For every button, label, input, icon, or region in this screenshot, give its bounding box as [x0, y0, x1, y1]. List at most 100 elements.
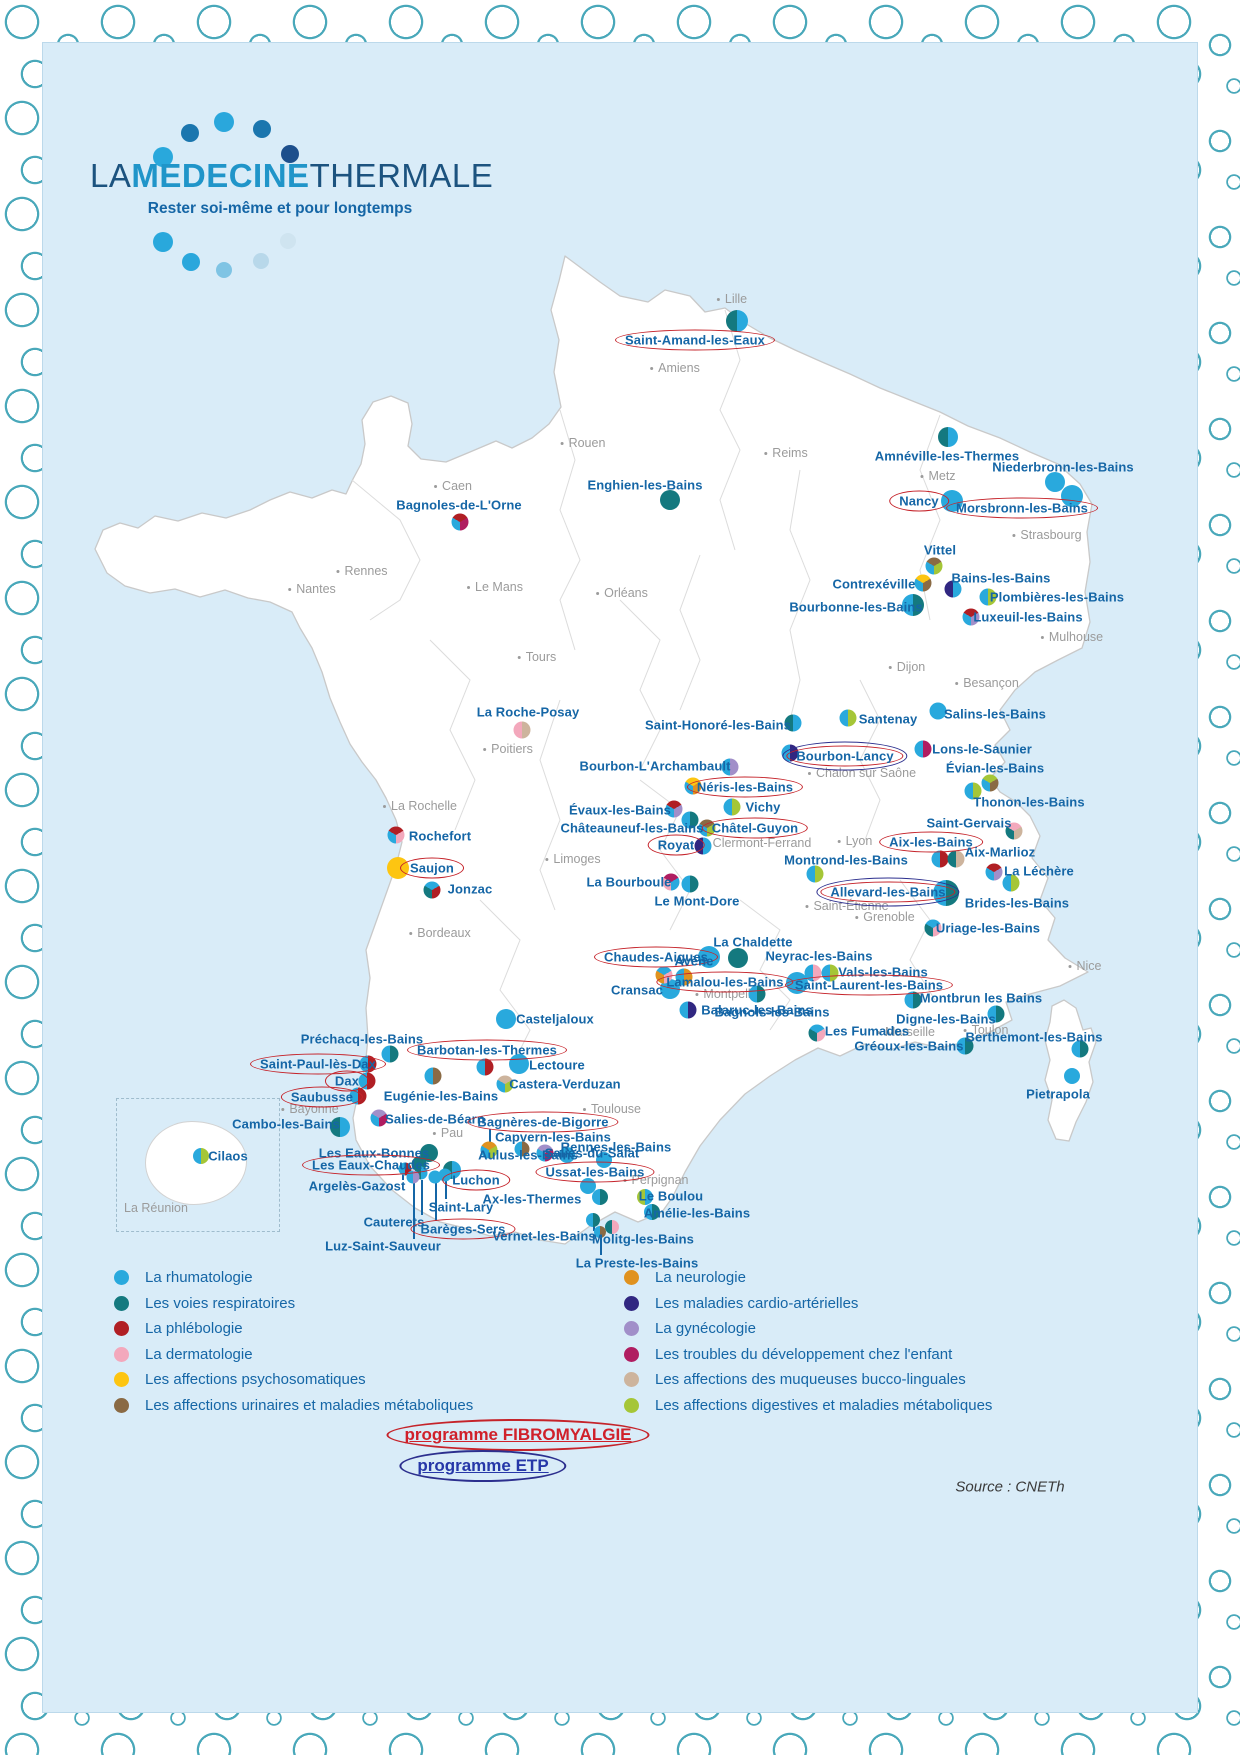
- city-label-grenoble: Grenoble: [855, 910, 914, 924]
- legend-color-dot-der: [114, 1346, 129, 1362]
- legend-item-neu: La neurologie: [624, 1265, 992, 1291]
- city-label-mulhouse: Mulhouse: [1041, 630, 1103, 644]
- station-label-ch-teauneuf-les-bains: Châteauneuf-les-Bains: [560, 820, 704, 836]
- station-label-nancy: Nancy: [889, 490, 949, 512]
- legend-label-phl: La phlébologie: [145, 1320, 243, 1338]
- station-label-vichy: Vichy: [745, 799, 781, 815]
- city-label-lille: Lille: [717, 292, 747, 306]
- legend-item-muq: Les affections des muqueuses bucco-lingu…: [624, 1367, 992, 1393]
- station-label-montbrun-les-bains: Montbrun les Bains: [919, 990, 1043, 1006]
- station-label-niederbronn-les-bains: Niederbronn-les-Bains: [992, 459, 1134, 475]
- station-dot-rochefort: [387, 826, 405, 844]
- station-label-ax-les-thermes: Ax-les-Thermes: [482, 1191, 582, 1207]
- city-label-nantes: Nantes: [288, 582, 336, 596]
- station-label-eug-nie-les-bains: Eugénie-les-Bains: [383, 1088, 499, 1104]
- logo-dot: [281, 145, 299, 163]
- station-connector-line: [600, 1237, 602, 1255]
- logo-la: LA: [90, 157, 132, 194]
- station-label-saint-honor-les-bains: Saint-Honoré-les-Bains: [645, 717, 791, 733]
- station-label-cambo-les-bains: Cambo-les-Bains: [232, 1116, 340, 1132]
- station-label-contrex-ville: Contrexéville: [832, 576, 916, 592]
- legend-label-psy: Les affections psychosomatiques: [145, 1371, 366, 1389]
- station-label-neyrac-les-bains: Neyrac-les-Bains: [765, 948, 873, 964]
- station-dot-vernet-les-bains: [586, 1213, 600, 1227]
- station-label-n-ris-les-bains: Néris-les-Bains: [686, 776, 804, 798]
- logo-tagline: Rester soi-même et pour longtemps: [147, 200, 413, 217]
- station-label-casteljaloux: Casteljaloux: [516, 1011, 594, 1027]
- city-label-chalon-sur-sa-ne: Chalon sur Saône: [808, 766, 916, 780]
- legend-label-der: La dermatologie: [145, 1345, 253, 1363]
- logo-dot: [253, 120, 271, 138]
- station-label-uriage-les-bains: Uriage-les-Bains: [935, 920, 1041, 936]
- legend-color-dot-car: [624, 1295, 639, 1311]
- city-label-dijon: Dijon: [889, 660, 926, 674]
- station-label-bourbon-l-archambault: Bourbon-L'Archambault: [579, 758, 731, 774]
- legend-label-dig: Les affections digestives et maladies mé…: [655, 1396, 993, 1414]
- station-dot-pr-chacq-les-bains: [381, 1045, 399, 1063]
- station-label-rennes-les-bains: Rennes-les-Bains: [560, 1139, 672, 1155]
- station-label-allevard-les-bains: Allevard-les-Bains: [816, 877, 960, 907]
- station-label-av-ne: Avène: [674, 953, 714, 969]
- station-dot-lons-le-saunier: [914, 740, 932, 758]
- station-label-bourbon-lancy: Bourbon-Lancy: [782, 741, 908, 771]
- station-label-digne-les-bains: Digne-les-Bains: [896, 1011, 996, 1027]
- station-label-am-lie-les-bains: Amélie-les-Bains: [643, 1205, 751, 1221]
- station-label-ch-tel-guyon: Châtel-Guyon: [701, 817, 809, 839]
- logo-wordmark: LAMEDECINETHERMALE: [90, 157, 493, 195]
- city-label-besan-on: Besançon: [955, 676, 1019, 690]
- station-label-aix-marlioz: Aix-Marlioz: [964, 844, 1036, 860]
- station-label-luz-saint-sauveur: Luz-Saint-Sauveur: [325, 1238, 441, 1254]
- logo-dot: [253, 253, 269, 269]
- station-label-rochefort: Rochefort: [408, 828, 472, 844]
- station-label-salins-les-bains: Salins-les-Bains: [943, 706, 1047, 722]
- station-dot-aix-les-bains: [931, 850, 949, 868]
- station-label-enghien-les-bains: Enghien-les-Bains: [587, 477, 703, 493]
- station-dot-santenay: [839, 709, 857, 727]
- legend-color-dot-gyn: [624, 1321, 639, 1337]
- city-label-le-mans: Le Mans: [467, 580, 523, 594]
- city-label-la-rochelle: La Rochelle: [383, 799, 457, 813]
- station-label-bagnoles-de-l-orne: Bagnoles-de-L'Orne: [396, 497, 522, 513]
- station-label-luchon: Luchon: [442, 1169, 510, 1191]
- station-label-les-eaux-chaudes: Les Eaux-Chaudes: [302, 1154, 440, 1176]
- station-label-saujon: Saujon: [400, 857, 464, 879]
- source-credit: Source : CNETh: [955, 1478, 1065, 1496]
- city-label-rouen: Rouen: [561, 436, 606, 450]
- city-label-pau: Pau: [433, 1126, 463, 1140]
- station-label-jonzac: Jonzac: [447, 881, 493, 897]
- city-label-reims: Reims: [764, 446, 807, 460]
- station-dot-saint-amand-les-eaux: [726, 310, 748, 332]
- station-label-castera-verduzan: Castera-Verduzan: [509, 1076, 621, 1092]
- legend-label-uri: Les affections urinaires et maladies mét…: [145, 1396, 474, 1414]
- legend-label-car: Les maladies cardio-artérielles: [655, 1294, 859, 1312]
- station-dot-la-chaldette: [728, 948, 748, 968]
- station-label-cilaos: Cilaos: [208, 1148, 248, 1164]
- station-label-saint-paul-l-s-dax: Saint-Paul-lès-Dax: [250, 1053, 386, 1075]
- legend-label-voi: Les voies respiratoires: [145, 1294, 296, 1312]
- legend-item-der: La dermatologie: [114, 1342, 473, 1368]
- station-label-ussat-les-bains: Ussat-les-Bains: [535, 1161, 655, 1183]
- city-label-strasbourg: Strasbourg: [1012, 528, 1081, 542]
- station-label-brides-les-bains: Brides-les-Bains: [964, 895, 1070, 911]
- legend-color-dot-tro: [624, 1346, 639, 1362]
- station-dot-enghien-les-bains: [660, 490, 680, 510]
- station-label-morsbronn-les-bains: Morsbronn-les-Bains: [946, 497, 1098, 519]
- station-label-luxeuil-les-bains: Luxeuil-les-Bains: [973, 609, 1083, 625]
- station-label-plombi-res-les-bains: Plombières-les-Bains: [989, 589, 1125, 605]
- station-dot-casteljaloux: [496, 1009, 516, 1029]
- logo-dot: [216, 262, 232, 278]
- city-label-rennes: Rennes: [336, 564, 387, 578]
- station-label-santenay: Santenay: [858, 711, 918, 727]
- legend-color-dot-uri: [114, 1397, 129, 1413]
- legend-color-dot-phl: [114, 1321, 129, 1337]
- legend-color-dot-psy: [114, 1372, 129, 1388]
- station-dot-vittel: [925, 557, 943, 575]
- station-dot-aix-marlioz: [947, 850, 965, 868]
- station-label-bourbonne-les-bains: Bourbonne-les-Bains: [789, 599, 923, 615]
- station-label-cransac: Cransac: [610, 982, 664, 998]
- legend-color-dot-rhu: [114, 1270, 129, 1286]
- station-dot-le-mont-dore: [681, 875, 699, 893]
- station-label-argel-s-gazost: Argelès-Gazost: [308, 1178, 406, 1194]
- legend-color-dot-dig: [624, 1397, 639, 1413]
- station-label-la-chaldette: La Chaldette: [713, 934, 793, 950]
